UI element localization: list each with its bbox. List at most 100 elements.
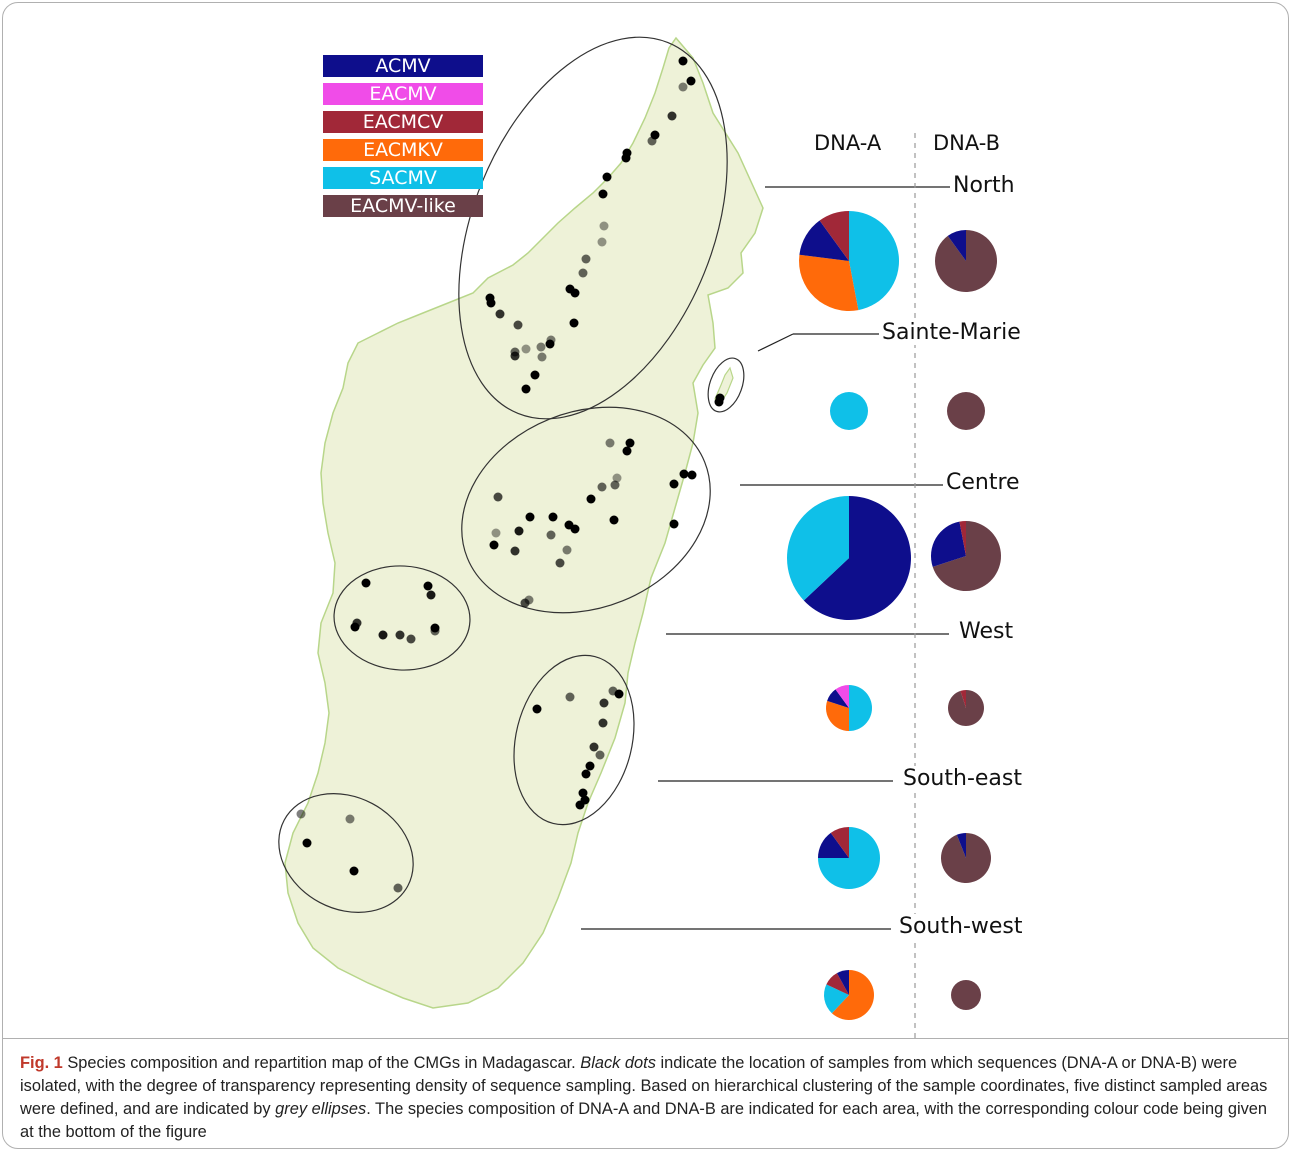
sample-dot — [562, 545, 572, 555]
pie-slice-eacmv-like — [951, 980, 981, 1010]
sample-dot — [426, 590, 436, 600]
pie-dna-b-centre — [930, 521, 1001, 591]
pie-dna-b-north — [935, 230, 997, 292]
caption-italic-1: Black dots — [580, 1054, 656, 1072]
sample-dot — [597, 237, 607, 247]
sample-dot — [595, 750, 605, 760]
sample-dot — [423, 581, 433, 591]
pie-slice-sacmv — [830, 392, 868, 430]
sample-dot — [569, 318, 579, 328]
sample-dot — [598, 718, 608, 728]
region-label-west: West — [956, 619, 1017, 644]
ellipse-centre — [461, 406, 711, 614]
legend-item-eacmkv: EACMKV — [323, 139, 483, 161]
sample-dot — [585, 761, 595, 771]
region-label-centre: Centre — [943, 470, 1023, 495]
pie-dna-a-sainte-marie — [830, 392, 868, 430]
sample-dot — [378, 630, 388, 640]
pie-slice-eacmcv — [830, 827, 849, 858]
column-header-dna-b: DNA-B — [933, 131, 1001, 155]
connector-sainte-marie — [757, 333, 794, 352]
sample-dot — [430, 623, 440, 633]
sample-dot — [678, 82, 688, 92]
sample-dot — [514, 526, 524, 536]
ellipse-west — [333, 565, 471, 671]
pie-dna-a-centre — [787, 495, 911, 620]
sample-dot — [521, 344, 531, 354]
sample-dot — [349, 866, 359, 876]
ellipse-south-west — [278, 793, 414, 913]
sample-dot — [581, 769, 591, 779]
pie-dna-b-south-east — [941, 833, 992, 884]
sample-dot — [545, 339, 555, 349]
pie-slice-acmv — [836, 970, 849, 995]
sample-dot — [491, 528, 501, 538]
sample-dot — [622, 446, 632, 456]
pie-slice-sacmv — [823, 984, 849, 1014]
sample-dot — [598, 189, 608, 199]
legend-item-eacmv: EACMV — [323, 83, 483, 105]
pie-slice-acmv — [803, 496, 911, 620]
sample-dot — [669, 479, 679, 489]
pie-dna-b-west — [947, 690, 984, 726]
sample-dot — [546, 530, 556, 540]
sample-dot — [669, 519, 679, 529]
sample-dot — [686, 76, 696, 86]
sample-dot — [602, 172, 612, 182]
legend-item-eacmcv: EACMCV — [323, 111, 483, 133]
sample-dot — [610, 480, 620, 490]
sample-dot — [361, 578, 371, 588]
sample-dot — [513, 320, 523, 330]
sample-dot — [581, 254, 591, 264]
caption-italic-2: grey ellipses — [275, 1100, 367, 1118]
madagascar-map — [278, 36, 1001, 1038]
pie-slice-sacmv — [849, 685, 872, 731]
pie-dna-a-west — [826, 685, 872, 731]
pie-slice-acmv — [930, 521, 966, 567]
sample-dot — [493, 492, 503, 502]
figure-caption: Fig. 1 Species composition and repartiti… — [20, 1052, 1270, 1144]
sample-dot — [679, 469, 689, 479]
caption-divider — [2, 1038, 1289, 1039]
pie-slice-eacmkv — [831, 970, 874, 1020]
sample-dot — [578, 788, 588, 798]
pie-slice-acmv — [947, 230, 966, 261]
sample-dot — [667, 111, 677, 121]
sample-dot — [565, 692, 575, 702]
sample-dot — [570, 524, 580, 534]
madagascar-island — [284, 36, 764, 1009]
sample-dots — [296, 56, 725, 893]
sample-dot — [589, 742, 599, 752]
pie-dna-a-north — [799, 211, 899, 311]
sample-dot — [495, 309, 505, 319]
sample-dot — [510, 546, 520, 556]
pie-slice-acmv — [818, 832, 849, 858]
sample-dot — [489, 540, 499, 550]
pie-slice-acmv — [956, 833, 966, 858]
sample-dot — [599, 221, 609, 231]
pie-slice-eacmcv — [826, 973, 849, 995]
pie-charts — [787, 211, 1001, 1020]
region-label-south-east: South-east — [900, 766, 1025, 791]
sample-dot — [586, 494, 596, 504]
sample-dot — [647, 136, 657, 146]
pie-slice-eacmv-like — [941, 833, 992, 884]
sample-dot — [302, 838, 312, 848]
pie-slice-acmv — [827, 689, 849, 708]
pie-slice-eacmv — [835, 685, 849, 708]
pie-dna-b-sainte-marie — [947, 392, 985, 430]
sample-dot — [570, 288, 580, 298]
pie-slice-eacmcv — [959, 521, 966, 556]
sample-dot — [521, 384, 531, 394]
sample-dot — [510, 351, 520, 361]
pie-slice-sacmv — [787, 495, 849, 601]
sample-dot — [548, 512, 558, 522]
region-label-north: North — [950, 173, 1018, 198]
sample-dot — [395, 630, 405, 640]
pie-slice-sacmv — [849, 211, 899, 311]
sample-dot — [578, 268, 588, 278]
sample-dot — [555, 558, 565, 568]
pie-slice-eacmv-like — [947, 690, 984, 726]
sample-dot — [599, 698, 609, 708]
